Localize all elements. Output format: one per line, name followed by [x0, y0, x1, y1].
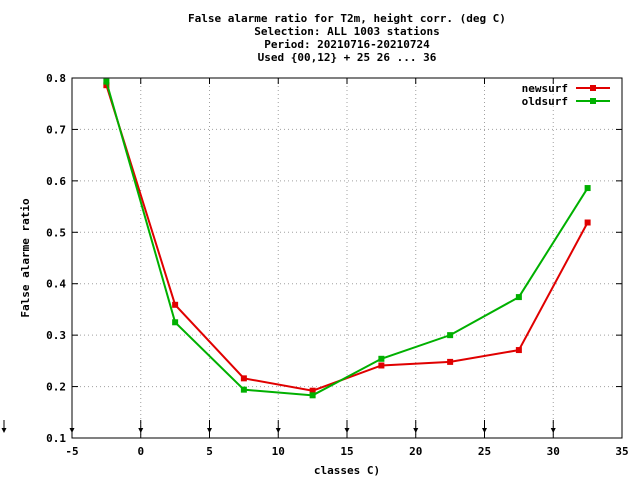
data-point-oldsurf: [515, 294, 522, 301]
x-tick-label: -5: [65, 445, 78, 458]
data-point-oldsurf: [172, 319, 179, 326]
series-line-oldsurf: [105, 81, 589, 397]
x-axis-label: classes C): [314, 464, 380, 477]
y-tick-label: 0.6: [46, 175, 66, 188]
y-tick-labels: 0.1 0.2 0.3 0.4 0.5 0.6 0.7 0.8: [46, 72, 66, 445]
y-tick-label: 0.2: [46, 381, 66, 394]
data-point-newsurf: [584, 219, 591, 226]
series-oldsurf: [103, 78, 591, 399]
title-line-1: False alarme ratio for T2m, height corr.…: [188, 12, 506, 25]
data-point-newsurf: [172, 301, 179, 308]
x-tick-label: 25: [478, 445, 491, 458]
data-point-oldsurf: [447, 332, 454, 339]
legend-label-newsurf: newsurf: [522, 82, 568, 95]
data-series: [103, 78, 591, 399]
legend-label-oldsurf: oldsurf: [522, 95, 568, 108]
y-tick-label: 0.4: [46, 278, 66, 291]
data-point-newsurf: [515, 347, 522, 354]
class-marker-arrow: [275, 420, 281, 433]
data-point-oldsurf: [584, 185, 591, 192]
x-tick-label: 0: [137, 445, 144, 458]
x-tick-label: 35: [615, 445, 628, 458]
y-tick-label: 0.3: [46, 329, 66, 342]
class-marker-arrow: [550, 420, 556, 433]
grid-lines: [72, 78, 622, 438]
data-point-oldsurf: [378, 355, 385, 362]
y-tick-label: 0.5: [46, 226, 66, 239]
data-point-newsurf: [378, 362, 385, 369]
series-line-newsurf: [105, 84, 589, 392]
data-point-newsurf: [447, 358, 454, 365]
x-tick-label: 15: [340, 445, 353, 458]
x-tick-label: 30: [547, 445, 560, 458]
y-tick-label: 0.7: [46, 123, 66, 136]
data-point-newsurf: [240, 375, 247, 382]
class-marker-arrow: [482, 420, 487, 433]
class-marker-arrow: [138, 420, 144, 433]
class-marker-arrow: [207, 420, 212, 433]
data-point-oldsurf: [309, 392, 316, 399]
legend-marker-newsurf: [590, 85, 596, 91]
data-point-newsurf: [309, 387, 316, 394]
data-point-oldsurf: [103, 78, 110, 85]
class-marker-arrow: [69, 420, 75, 433]
legend-marker-oldsurf: [590, 98, 596, 104]
x-tick-label: 20: [409, 445, 422, 458]
x-tick-label: 10: [272, 445, 285, 458]
legend: newsurf oldsurf: [522, 82, 610, 108]
title-line-2: Selection: ALL 1003 stations: [254, 25, 439, 38]
class-marker-arrow: [344, 420, 350, 433]
class-markers: [1, 420, 556, 433]
y-axis-label: False alarme ratio: [19, 198, 32, 318]
data-point-oldsurf: [240, 386, 247, 393]
class-marker-arrow: [413, 420, 419, 433]
title-line-4: Used {00,12} + 25 26 ... 36: [258, 51, 437, 64]
y-tick-label: 0.1: [46, 432, 66, 445]
x-tick-labels: -5 0 5 10 15 20 25 30 35: [65, 445, 628, 458]
x-tick-label: 5: [206, 445, 213, 458]
class-marker-arrow: [1, 420, 7, 433]
chart-title: False alarme ratio for T2m, height corr.…: [188, 12, 506, 64]
title-line-3: Period: 20210716-20210724: [264, 38, 430, 51]
y-tick-label: 0.8: [46, 72, 66, 85]
